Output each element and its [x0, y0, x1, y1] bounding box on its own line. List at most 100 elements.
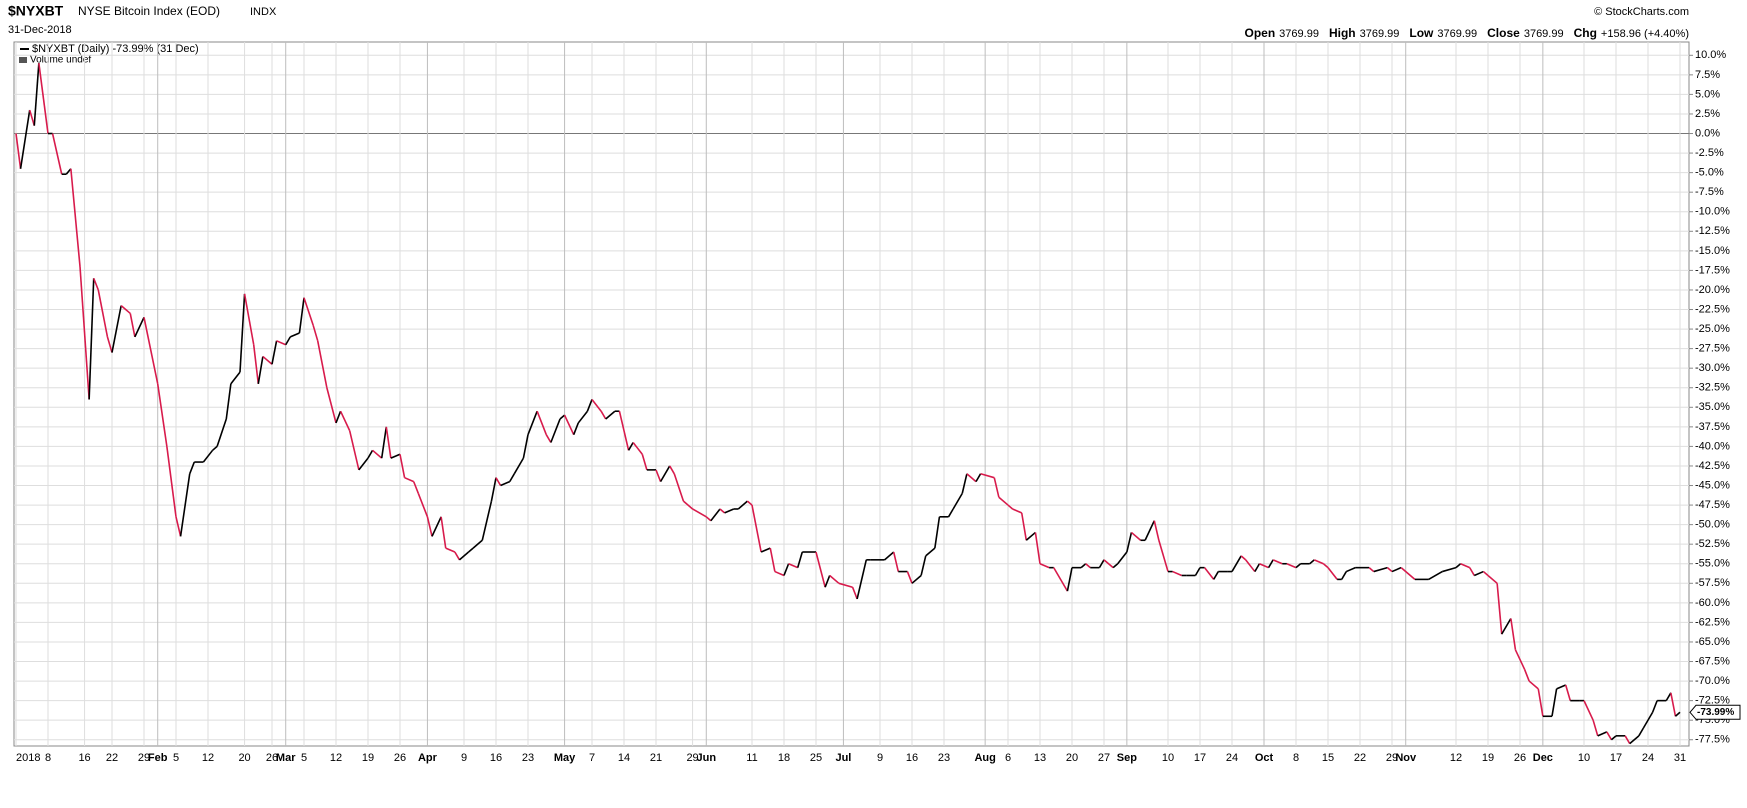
line-segment [641, 454, 648, 471]
x-tick-label: 26 [394, 752, 406, 764]
line-segment [1066, 567, 1073, 592]
line-segment [1341, 571, 1347, 580]
line-segment [1592, 719, 1599, 737]
line-segment [445, 547, 456, 553]
line-segment [509, 473, 515, 483]
line-segment [550, 418, 561, 443]
x-tick-label: 19 [362, 752, 374, 764]
x-tick-label: 22 [1354, 752, 1366, 764]
x-tick-label: 16 [78, 752, 90, 764]
line-segment [252, 344, 260, 384]
line-segment [134, 317, 145, 338]
x-tick-label: 16 [490, 752, 502, 764]
line-segment [710, 508, 721, 522]
x-tick-label: 8 [45, 752, 51, 764]
line-segment [1203, 567, 1215, 580]
y-tick-label: 5.0% [1695, 88, 1720, 100]
line-segment [952, 492, 963, 510]
line-segment [1098, 559, 1105, 569]
line-segment [1053, 567, 1069, 592]
line-segment [1368, 567, 1375, 573]
line-segment [737, 500, 748, 510]
line-segment [1194, 567, 1201, 576]
line-segment [513, 457, 525, 475]
y-tick-label: -52.5% [1695, 538, 1730, 550]
line-segment [751, 504, 762, 553]
line-segment [120, 305, 131, 315]
line-segment [1313, 559, 1324, 565]
y-tick-label: -30.0% [1695, 362, 1730, 374]
line-segment [243, 293, 255, 345]
line-segment [1080, 563, 1087, 569]
line-segment [1629, 735, 1640, 745]
x-tick-label: 25 [810, 752, 822, 764]
line-segment [851, 586, 858, 600]
line-segment [591, 398, 602, 412]
quote-label: Low [1409, 26, 1434, 40]
line-segment [1126, 532, 1133, 553]
line-segment [1295, 563, 1302, 569]
y-tick-label: -55.0% [1695, 558, 1730, 570]
line-segment [783, 563, 790, 576]
line-segment [166, 446, 177, 517]
symbol: $NYXBT [8, 3, 64, 19]
line-segment [1158, 540, 1169, 572]
x-tick-label: 24 [1226, 752, 1238, 764]
x-tick-label: 15 [1322, 752, 1334, 764]
quote-label: High [1329, 26, 1356, 40]
line-segment [746, 500, 753, 506]
x-tick-label: Oct [1255, 752, 1274, 764]
line-segment [212, 445, 218, 451]
line-segment [1523, 669, 1530, 682]
y-tick-label: -20.0% [1695, 284, 1730, 296]
line-segment [536, 410, 548, 435]
line-segment [88, 278, 95, 400]
y-tick-label: -50.0% [1695, 519, 1730, 531]
line-segment [358, 457, 369, 471]
x-tick-label: 19 [1482, 752, 1494, 764]
line-segment [1259, 563, 1269, 569]
line-segment [980, 473, 995, 479]
volume-icon [19, 57, 27, 63]
line-segment [559, 414, 566, 420]
line-segment [1537, 688, 1544, 717]
line-segment [495, 477, 502, 486]
x-tick-label: 22 [106, 752, 118, 764]
line-segment [856, 559, 868, 600]
line-segment [385, 426, 392, 459]
line-segment [1597, 731, 1608, 737]
line-segment [1455, 563, 1462, 569]
x-tick-label: May [554, 752, 576, 764]
quote-label: Chg [1574, 26, 1597, 40]
line-segment [399, 454, 406, 478]
line-segment [1610, 735, 1617, 741]
x-tick-label: 20 [238, 752, 250, 764]
line-segment [824, 575, 831, 588]
line-segment [998, 496, 1009, 506]
x-tick-label: 27 [1098, 752, 1110, 764]
x-tick-label: Aug [974, 752, 995, 764]
line-segment [1469, 567, 1475, 576]
line-segment [1482, 570, 1489, 577]
line-segment [15, 133, 22, 169]
quote-value: 3769.99 [1437, 28, 1477, 40]
line-segment [426, 516, 433, 537]
volume: Volume undef [30, 55, 91, 66]
line-segment [1020, 512, 1028, 541]
line-segment [1172, 570, 1183, 577]
line-segment [454, 551, 461, 561]
last-value-label: -73.99% [1697, 707, 1734, 718]
x-tick-label: Jun [697, 752, 717, 764]
line-segment [175, 516, 182, 537]
line-segment [412, 481, 420, 494]
line-segment [774, 570, 785, 577]
quote-value: 3769.99 [1279, 28, 1319, 40]
line-segment [1501, 618, 1512, 635]
line-segment [760, 547, 771, 553]
x-tick-label: Apr [418, 752, 438, 764]
x-tick-label: 11 [746, 752, 757, 764]
x-tick-label: 20 [1066, 752, 1078, 764]
x-tick-label: Jul [835, 752, 851, 764]
x-tick-label: 23 [522, 752, 534, 764]
